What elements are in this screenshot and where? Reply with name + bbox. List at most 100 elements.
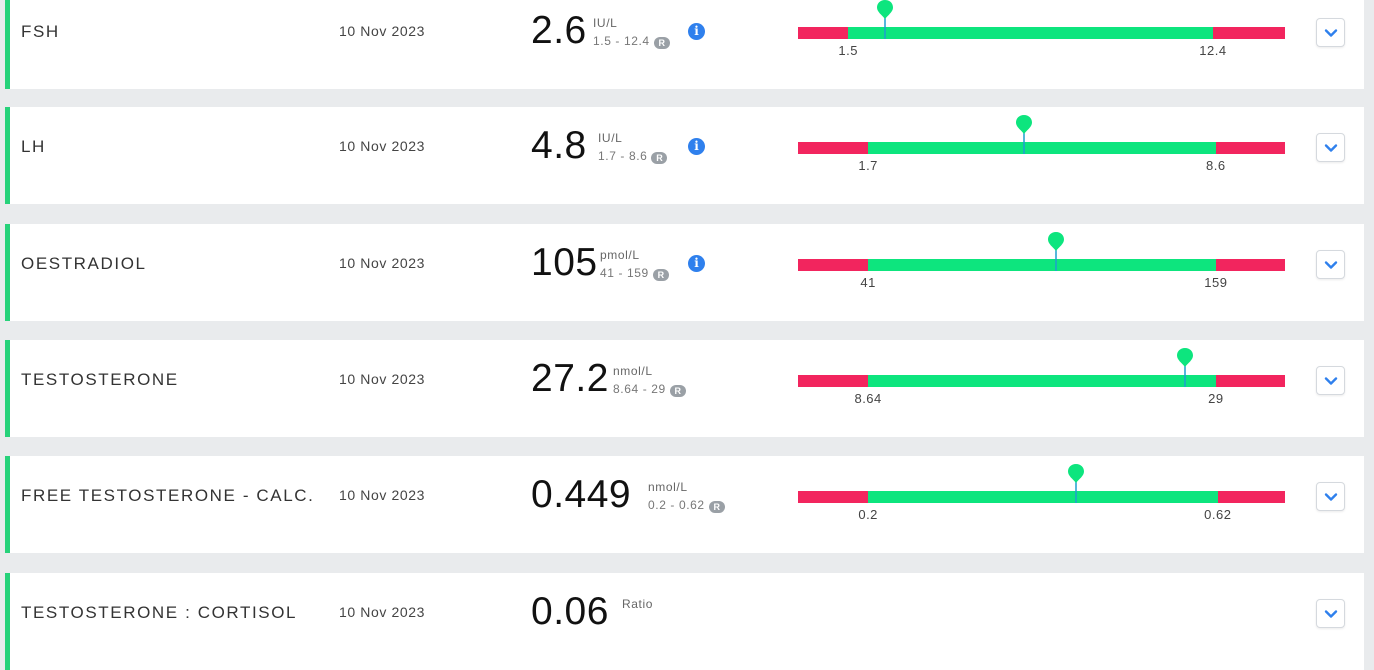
expand-button[interactable] bbox=[1316, 599, 1345, 628]
result-value: 105 bbox=[531, 241, 598, 284]
test-date: 10 Nov 2023 bbox=[339, 487, 425, 503]
status-accent-bar bbox=[5, 340, 10, 437]
reference-badge[interactable]: R bbox=[669, 385, 686, 397]
expand-button[interactable] bbox=[1316, 250, 1345, 279]
result-value: 0.06 bbox=[531, 590, 609, 633]
result-row: FREE TESTOSTERONE - CALC. 10 Nov 2023 0.44… bbox=[5, 456, 1364, 553]
reference-range: 1.7 - 8.6 R bbox=[598, 147, 668, 165]
info-icon[interactable]: i bbox=[688, 23, 705, 40]
chevron-down-icon bbox=[1324, 143, 1337, 152]
range-low-label: 41 bbox=[860, 275, 876, 290]
result-meta: nmol/L 8.64 - 29 R bbox=[613, 362, 686, 398]
results-list: FSH 10 Nov 2023 2.6 IU/L 1.5 - 12.4 R i 1.5 12.4… bbox=[5, 0, 1364, 670]
result-value: 2.6 bbox=[531, 9, 587, 52]
chevron-down-icon bbox=[1324, 376, 1337, 385]
result-meta: IU/L 1.7 - 8.6 R bbox=[598, 129, 668, 165]
test-date: 10 Nov 2023 bbox=[339, 23, 425, 39]
expand-button[interactable] bbox=[1316, 366, 1345, 395]
info-icon[interactable]: i bbox=[688, 138, 705, 155]
map-pin-icon bbox=[1048, 232, 1065, 271]
result-value: 27.2 bbox=[531, 357, 609, 400]
reference-range-text: 8.64 - 29 bbox=[613, 382, 666, 396]
test-date: 10 Nov 2023 bbox=[339, 371, 425, 387]
reference-range: 41 - 159 R bbox=[600, 264, 669, 282]
result-meta: Ratio bbox=[622, 595, 653, 613]
range-high-label: 159 bbox=[1204, 275, 1228, 290]
status-accent-bar bbox=[5, 0, 10, 89]
test-name: OESTRADIOL bbox=[21, 254, 147, 273]
status-accent-bar bbox=[5, 107, 10, 204]
test-name: TESTOSTERONE : CORTISOL bbox=[21, 603, 298, 622]
expand-button[interactable] bbox=[1316, 133, 1345, 162]
normal-range-segment bbox=[868, 375, 1216, 387]
expand-button[interactable] bbox=[1316, 18, 1345, 47]
chevron-down-icon bbox=[1324, 492, 1337, 501]
reference-badge[interactable]: R bbox=[653, 37, 670, 49]
range-bar bbox=[798, 142, 1285, 154]
result-unit: IU/L bbox=[593, 16, 618, 30]
map-pin-icon bbox=[1068, 464, 1085, 503]
result-value: 4.8 bbox=[531, 124, 587, 167]
range-low-label: 1.7 bbox=[858, 158, 878, 173]
result-unit: Ratio bbox=[622, 597, 654, 611]
range-gauge: 0.2 0.62 bbox=[798, 456, 1285, 553]
normal-range-segment bbox=[868, 142, 1216, 154]
reference-range-text: 41 - 159 bbox=[600, 266, 649, 280]
result-unit: nmol/L bbox=[613, 364, 653, 378]
expand-button[interactable] bbox=[1316, 482, 1345, 511]
range-gauge: 1.7 8.6 bbox=[798, 107, 1285, 204]
test-name: TESTOSTERONE bbox=[21, 370, 179, 389]
test-name: LH bbox=[21, 137, 46, 156]
reference-range: 8.64 - 29 R bbox=[613, 380, 686, 398]
result-value: 0.449 bbox=[531, 473, 632, 516]
result-row: TESTOSTERONE : CORTISOL 10 Nov 2023 0.06 Ra… bbox=[5, 573, 1364, 670]
status-accent-bar bbox=[5, 456, 10, 553]
range-bar bbox=[798, 27, 1285, 39]
result-row: TESTOSTERONE 10 Nov 2023 27.2 nmol/L 8.64 - … bbox=[5, 340, 1364, 437]
range-high-label: 0.62 bbox=[1204, 507, 1232, 522]
map-pin-icon bbox=[1177, 348, 1194, 387]
test-name: FREE TESTOSTERONE - CALC. bbox=[21, 486, 315, 505]
range-low-label: 8.64 bbox=[854, 391, 882, 406]
normal-range-segment bbox=[868, 491, 1218, 503]
chevron-down-icon bbox=[1324, 28, 1337, 37]
range-low-label: 1.5 bbox=[838, 43, 858, 58]
reference-badge[interactable]: R bbox=[708, 501, 725, 513]
reference-badge[interactable]: R bbox=[651, 152, 668, 164]
range-high-label: 29 bbox=[1208, 391, 1224, 406]
range-bar bbox=[798, 259, 1285, 271]
test-date: 10 Nov 2023 bbox=[339, 138, 425, 154]
status-accent-bar bbox=[5, 573, 10, 670]
range-high-label: 8.6 bbox=[1206, 158, 1226, 173]
reference-range: 1.5 - 12.4 R bbox=[593, 32, 670, 50]
result-unit: pmol/L bbox=[600, 248, 640, 262]
reference-range: 0.2 - 0.62 R bbox=[648, 496, 725, 514]
map-pin-icon bbox=[876, 0, 893, 39]
reference-range-text: 1.7 - 8.6 bbox=[598, 149, 648, 163]
range-bar bbox=[798, 491, 1285, 503]
result-unit: IU/L bbox=[598, 131, 623, 145]
test-name: FSH bbox=[21, 22, 60, 41]
reference-range-text: 0.2 - 0.62 bbox=[648, 498, 705, 512]
map-pin-icon bbox=[1015, 115, 1032, 154]
result-row: FSH 10 Nov 2023 2.6 IU/L 1.5 - 12.4 R i 1.5 12.4 bbox=[5, 0, 1364, 89]
normal-range-segment bbox=[848, 27, 1213, 39]
status-accent-bar bbox=[5, 224, 10, 321]
result-unit: nmol/L bbox=[648, 480, 688, 494]
info-icon[interactable]: i bbox=[688, 255, 705, 272]
range-gauge: 41 159 bbox=[798, 224, 1285, 321]
result-meta: IU/L 1.5 - 12.4 R bbox=[593, 14, 670, 50]
range-high-label: 12.4 bbox=[1199, 43, 1227, 58]
test-date: 10 Nov 2023 bbox=[339, 255, 425, 271]
range-low-label: 0.2 bbox=[858, 507, 878, 522]
range-bar bbox=[798, 375, 1285, 387]
chevron-down-icon bbox=[1324, 260, 1337, 269]
normal-range-segment bbox=[868, 259, 1216, 271]
result-meta: pmol/L 41 - 159 R bbox=[600, 246, 669, 282]
reference-badge[interactable]: R bbox=[652, 269, 669, 281]
test-date: 10 Nov 2023 bbox=[339, 604, 425, 620]
result-meta: nmol/L 0.2 - 0.62 R bbox=[648, 478, 725, 514]
range-gauge: 1.5 12.4 bbox=[798, 0, 1285, 89]
